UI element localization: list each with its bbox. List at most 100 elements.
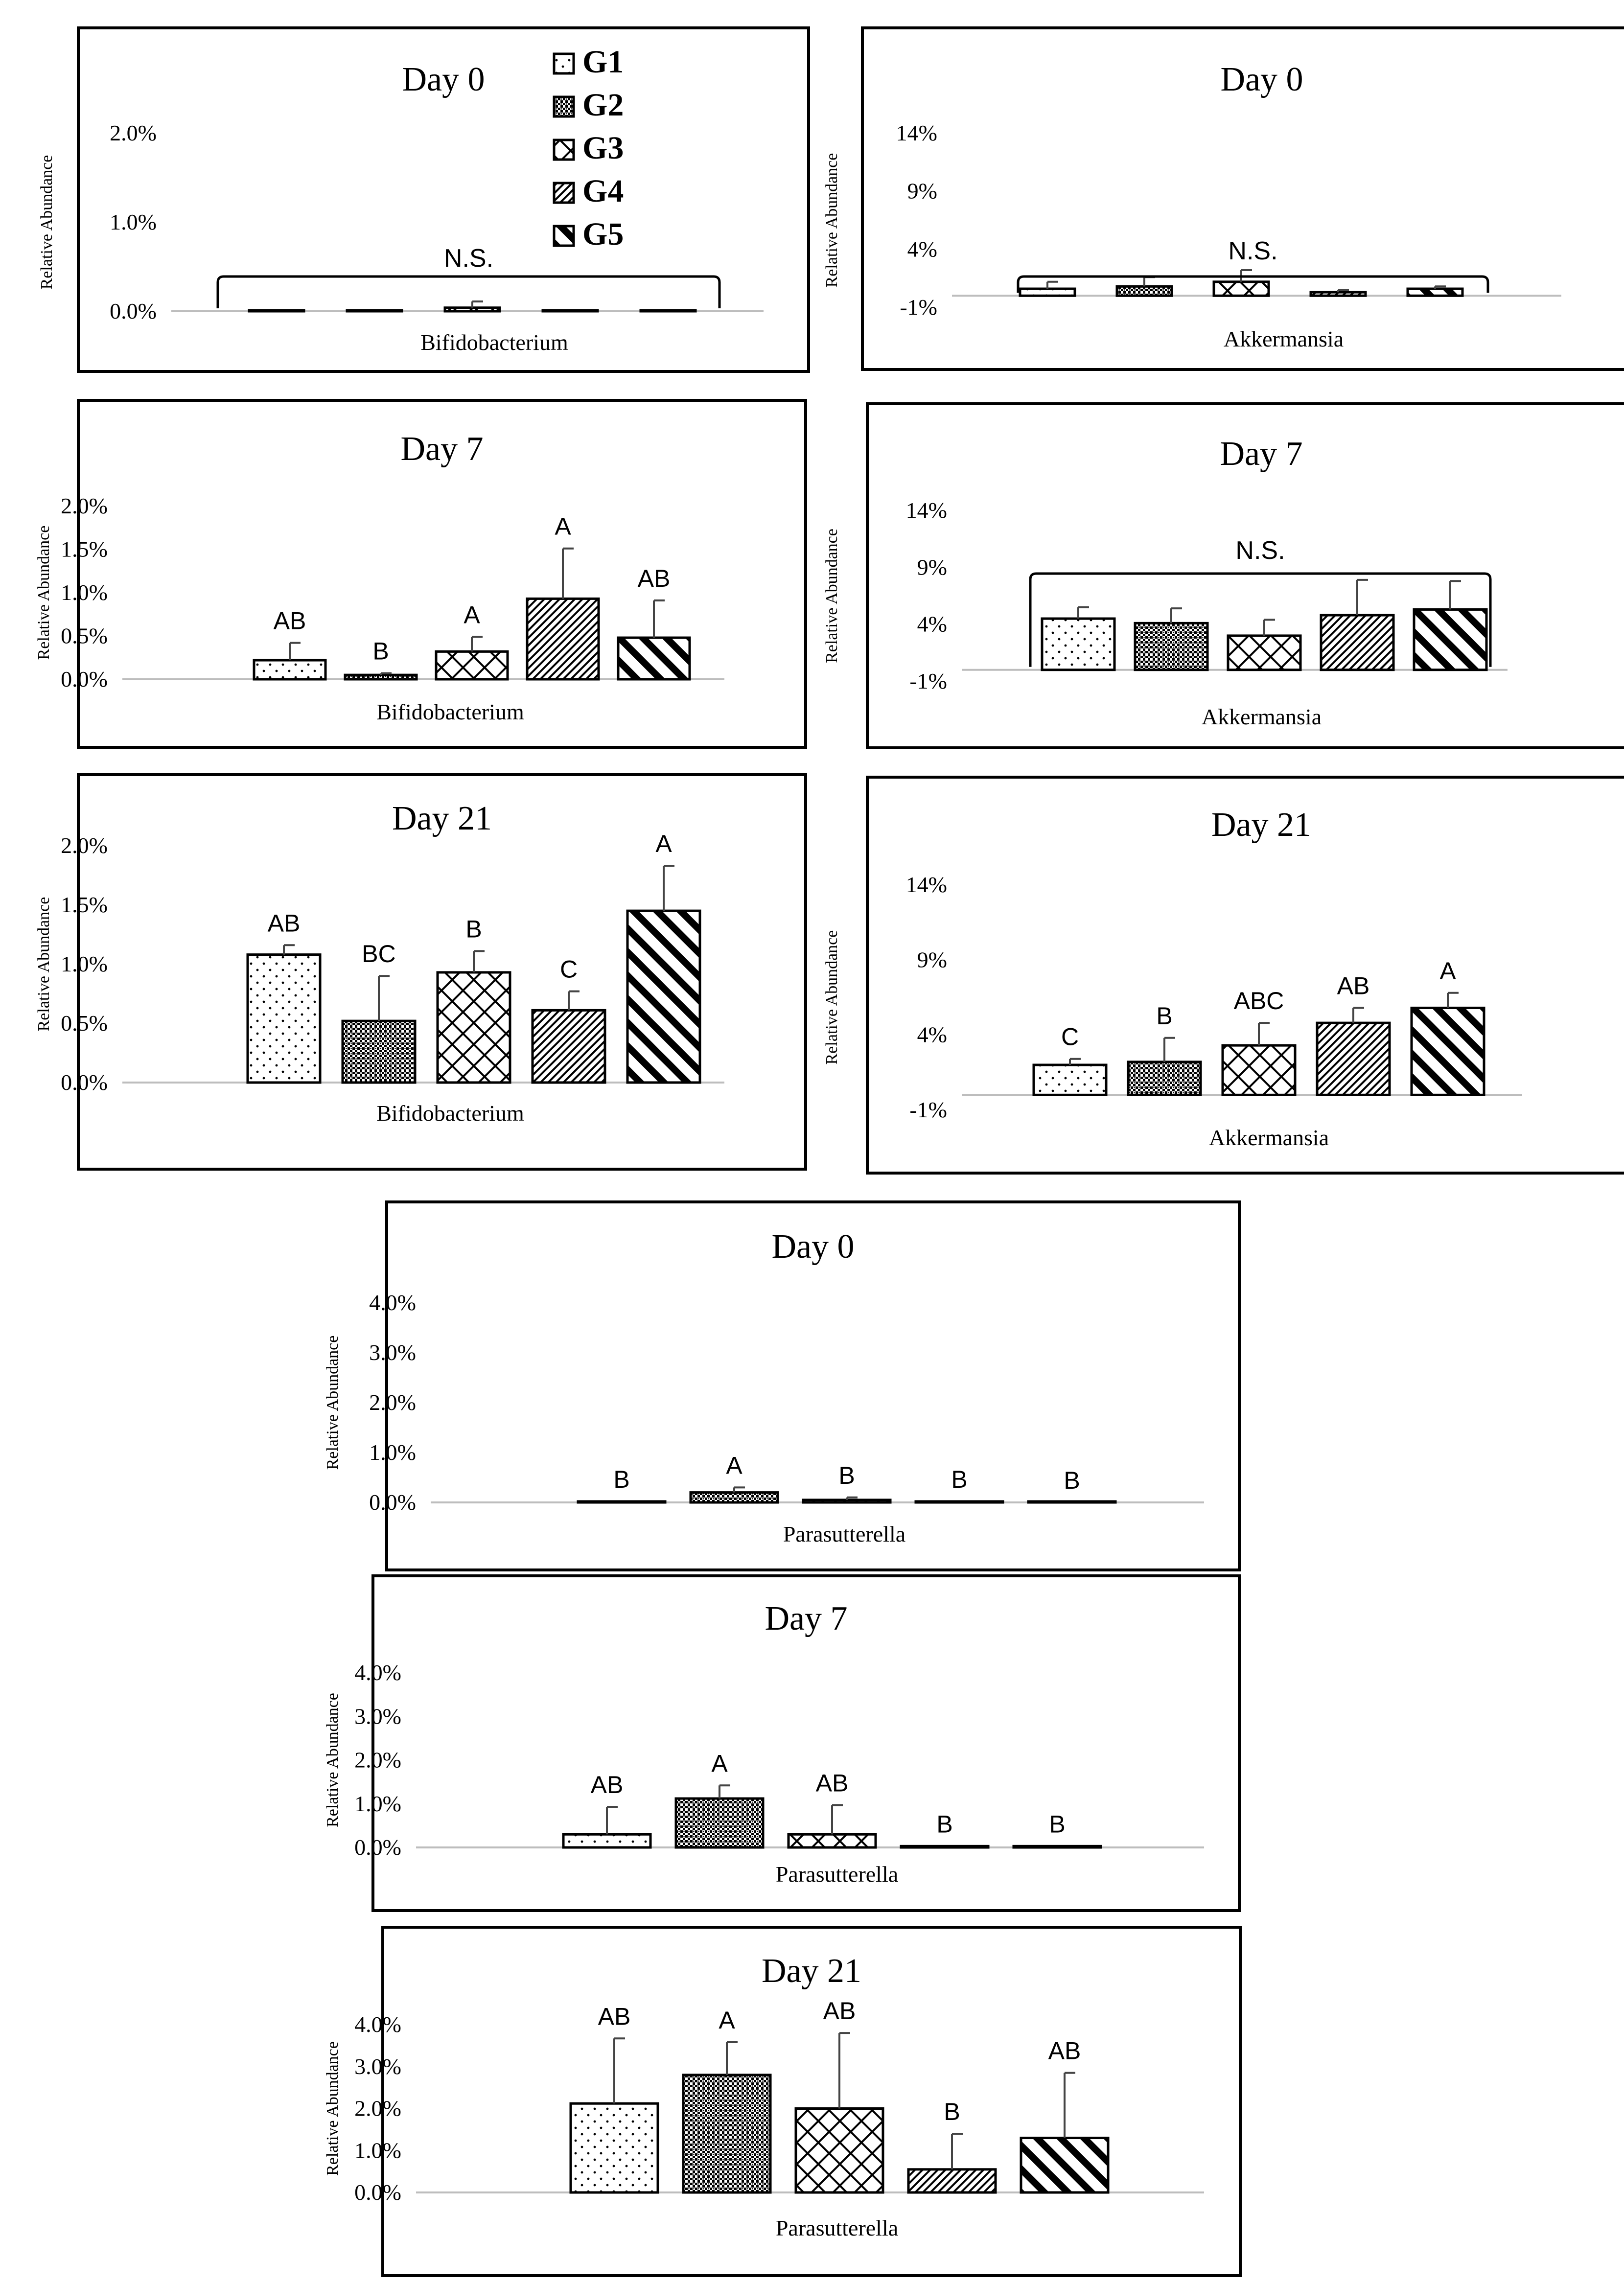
bar-g1 (253, 659, 327, 681)
y-tick-label: -1% (909, 1097, 947, 1122)
panel-frame (381, 1926, 1242, 2277)
y-axis-label: Relative Abundance (823, 529, 841, 663)
bar-g1 (1041, 617, 1116, 671)
y-axis-label: Relative Abundance (324, 1693, 342, 1827)
y-tick-label: 0.5% (61, 1011, 108, 1036)
panel-frame (385, 1200, 1241, 1571)
panel-frame (77, 773, 807, 1171)
bar-g1 (577, 1500, 667, 1504)
legend-label-g5: G5 (582, 216, 624, 252)
y-tick-label: 3.0% (354, 1704, 401, 1729)
y-tick-label: 0.0% (354, 1835, 401, 1860)
legend-swatch-g3 (553, 138, 575, 161)
bar-g5 (626, 909, 701, 1084)
significance-letter: B (613, 1466, 629, 1493)
significance-letter: ABC (1234, 987, 1284, 1015)
significance-letter: B (465, 915, 482, 943)
legend-swatch-g4 (553, 182, 575, 204)
x-axis-label: Bifidobacterium (376, 699, 524, 724)
chart-panel-akk-d21: Day 21 Relative Abundance -1% 4% 9% 14% C B ABC A… (823, 776, 1624, 1175)
significance-letter: AB (591, 1771, 624, 1799)
bar-g5 (617, 636, 691, 681)
x-axis-label: Parasutterella (776, 1862, 898, 1887)
y-tick-label: 1.0% (61, 580, 108, 605)
significance-letter: B (1049, 1810, 1065, 1838)
chart-panel-akk-d7: Day 7 Relative Abundance -1% 4% 9% 14% N.S. Akk… (823, 402, 1624, 749)
significance-letter: A (711, 1750, 728, 1777)
significance-letter: A (464, 601, 480, 628)
significance-letter: A (726, 1452, 742, 1479)
ns-label: N.S. (1235, 536, 1285, 565)
legend-label-g4: G4 (582, 173, 624, 209)
y-tick-label: 1.0% (110, 209, 157, 234)
x-axis-label: Akkermansia (1209, 1125, 1329, 1150)
bar-g1 (1019, 287, 1076, 297)
significance-letter: AB (1048, 2037, 1081, 2065)
y-axis-label: Relative Abundance (324, 1336, 342, 1470)
bar-g2 (682, 2074, 772, 2194)
x-axis-label: Bifidobacterium (420, 330, 568, 355)
chart-title: Day 21 (1211, 806, 1311, 844)
y-tick-label: 0.0% (61, 667, 108, 692)
legend-label-g2: G2 (582, 87, 624, 123)
significance-letter: B (1064, 1467, 1080, 1494)
chart-panel-akk-d0: Day 0 Relative Abundance -1% 4% 9% 14% N.S. Akk… (823, 26, 1624, 371)
significance-letter: B (1156, 1002, 1172, 1030)
bar-g3 (435, 650, 509, 681)
bar-g4 (900, 1845, 990, 1849)
chart-title: Day 21 (392, 800, 492, 837)
significance-letter: AB (816, 1769, 849, 1797)
bar-g3 (802, 1499, 892, 1504)
y-tick-label: 2.0% (354, 2096, 401, 2121)
bar-g3 (443, 306, 501, 313)
y-tick-label: 1.5% (61, 892, 108, 917)
bar-g2 (341, 1019, 417, 1084)
significance-letter: B (951, 1466, 967, 1493)
x-axis-label: Parasutterella (776, 2215, 898, 2240)
y-tick-label: 2.0% (110, 120, 157, 145)
ns-label: N.S. (444, 244, 493, 273)
y-tick-label: 2.0% (369, 1390, 416, 1415)
y-tick-label: 1.5% (61, 537, 108, 562)
bar-g1 (569, 2102, 659, 2194)
x-axis-label: Akkermansia (1224, 326, 1344, 351)
significance-letter: BC (362, 940, 395, 968)
bar-g5 (1020, 2137, 1110, 2194)
legend-label-g3: G3 (582, 130, 624, 166)
chart-title: Day 21 (762, 1952, 861, 1990)
significance-letter: A (655, 830, 672, 857)
y-axis-label: Relative Abundance (35, 526, 53, 660)
chart-panel-para-d0: Day 0 Relative Abundance 0.0% 1.0% 2.0% 3.0% 4… (324, 1200, 1241, 1571)
legend-swatch-g1 (553, 52, 575, 75)
y-axis-label: Relative Abundance (35, 897, 53, 1032)
significance-letter: B (944, 2098, 960, 2125)
y-tick-label: 14% (896, 120, 937, 145)
chart-panel-bifido-d21: Day 21 Relative Abundance 0.0% 0.5% 1.0% 1.5%… (35, 773, 807, 1171)
y-tick-label: 1.0% (354, 1791, 401, 1816)
y-tick-label: 1.0% (354, 2138, 401, 2163)
bar-g2 (689, 1491, 779, 1504)
chart-panel-para-d7: Day 7 Relative Abundance 0.0% 1.0% 2.0% 3.0% 4… (324, 1574, 1241, 1912)
legend-label-g1: G1 (582, 44, 624, 80)
ns-bracket (216, 275, 721, 308)
significance-letter: C (560, 956, 578, 983)
y-axis-label: Relative Abundance (38, 155, 56, 290)
y-tick-label: 1.0% (61, 951, 108, 976)
significance-letter: B (936, 1810, 952, 1838)
significance-letter: AB (638, 565, 671, 592)
significance-letter: AB (274, 607, 306, 635)
y-tick-label: 0.0% (61, 1070, 108, 1095)
significance-letter: A (1439, 957, 1456, 985)
bar-g5 (1027, 1500, 1117, 1504)
y-tick-label: 14% (906, 872, 947, 897)
bar-g2 (1127, 1061, 1202, 1096)
y-tick-label: 4.0% (369, 1290, 416, 1315)
bar-g4 (1309, 291, 1367, 297)
bar-g2 (1115, 285, 1173, 297)
y-tick-label: 4% (907, 236, 937, 261)
chart-panel-para-d21: Day 21 Relative Abundance 0.0% 1.0% 2.0% 3.0%… (324, 1926, 1242, 2277)
bar-g4 (531, 1009, 606, 1084)
y-tick-label: 0.0% (369, 1490, 416, 1515)
x-axis-label: Bifidobacterium (376, 1101, 524, 1126)
